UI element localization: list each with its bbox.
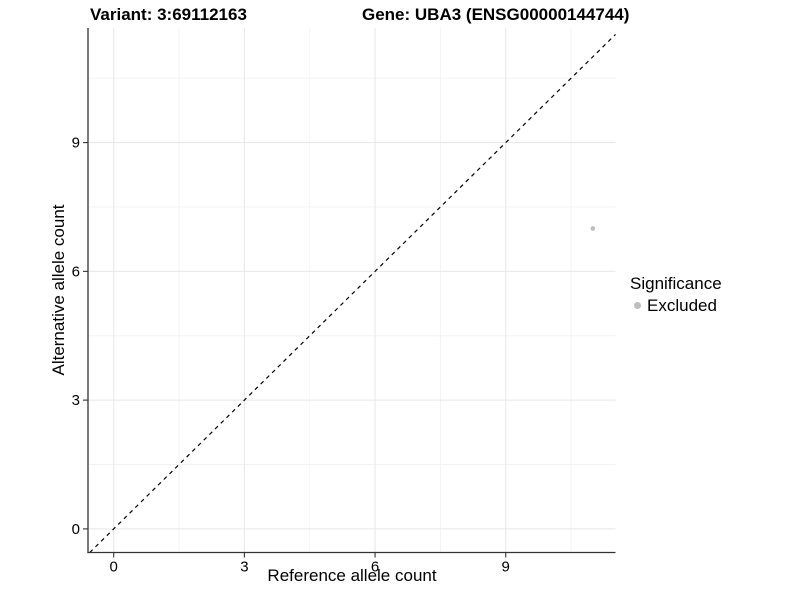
x-tick-label: 6 bbox=[371, 559, 379, 576]
excluded-point-icon bbox=[634, 302, 641, 309]
legend: Significance Excluded bbox=[630, 274, 722, 315]
x-axis-title: Reference allele count bbox=[267, 566, 437, 585]
y-axis-title: Alternative allele count bbox=[49, 204, 68, 376]
legend-item-label: Excluded bbox=[647, 296, 717, 315]
y-tick-label: 0 bbox=[72, 521, 80, 538]
gene-title: Gene: UBA3 (ENSG00000144744) bbox=[362, 5, 630, 24]
x-tick-label: 9 bbox=[502, 559, 510, 576]
y-tick-label: 6 bbox=[72, 263, 80, 280]
x-tick-label: 0 bbox=[110, 559, 118, 576]
variant-title: Variant: 3:69112163 bbox=[90, 5, 247, 24]
y-tick-label: 3 bbox=[72, 392, 80, 409]
data-point bbox=[590, 226, 596, 231]
y-tick-label: 9 bbox=[72, 135, 80, 152]
identity-dashed-line bbox=[89, 34, 616, 553]
legend-item-excluded: Excluded bbox=[630, 296, 722, 315]
legend-title: Significance bbox=[630, 274, 722, 293]
x-tick-label: 3 bbox=[240, 559, 248, 576]
